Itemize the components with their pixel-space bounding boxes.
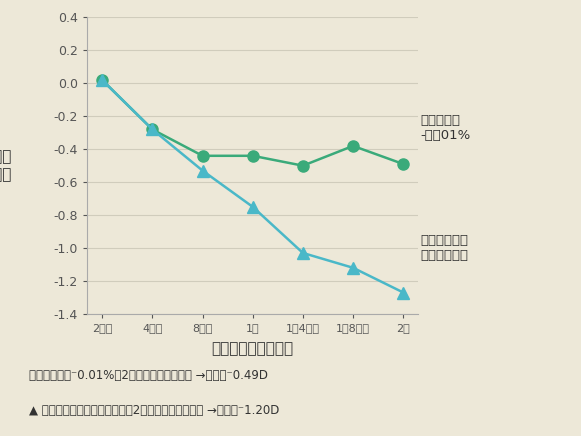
X-axis label: 点眼開始からの期間: 点眼開始からの期間	[211, 341, 294, 356]
Text: 薬効成分なし
（プラセボ）: 薬効成分なし （プラセボ）	[421, 234, 469, 262]
Text: ・アトロピン⁻0.01%：2年に渡る近視進行度 →平均　⁻0.49D: ・アトロピン⁻0.01%：2年に渡る近視進行度 →平均 ⁻0.49D	[29, 369, 268, 382]
Text: ▲ 薬効成分なし（プラセボ）：2年に渡る近視進行度 →平均　⁻1.20D: ▲ 薬効成分なし（プラセボ）：2年に渡る近視進行度 →平均 ⁻1.20D	[29, 404, 279, 417]
Y-axis label: 近視の
進行度: 近視の 進行度	[0, 150, 12, 182]
Text: アトロピン
-０．01%: アトロピン -０．01%	[421, 114, 471, 142]
